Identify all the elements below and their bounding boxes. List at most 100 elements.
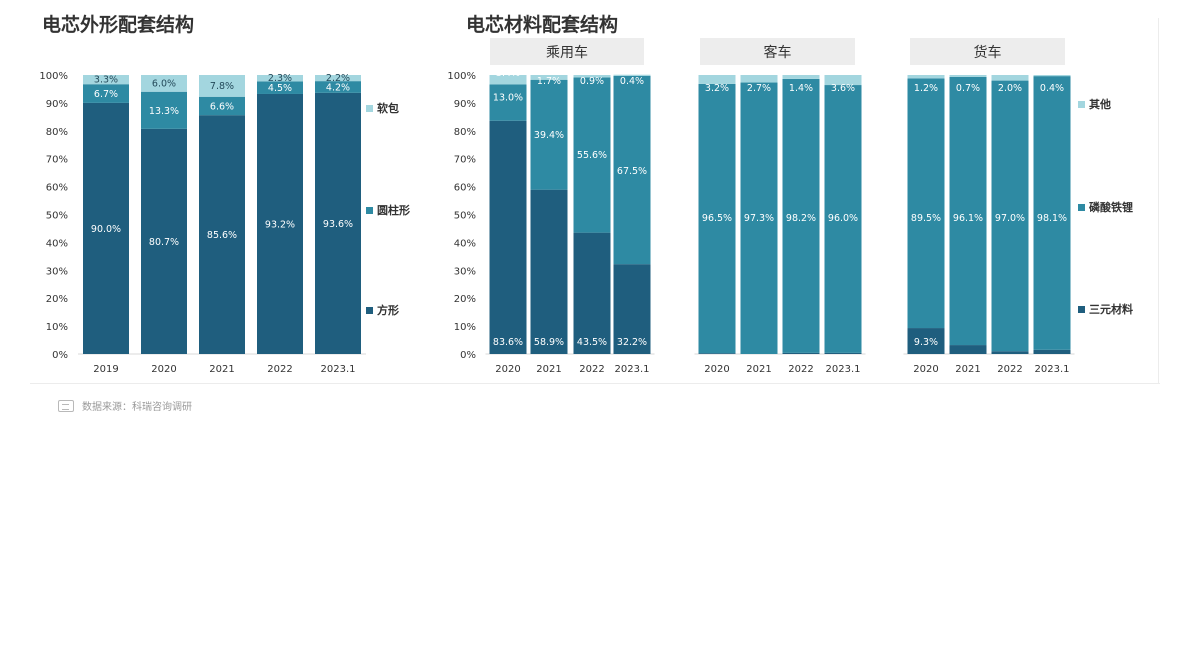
chart-canvas: 0% 10% 20% 30% 40% 50% 60% 70% 80% 90% 100% 90.0% 6.… (39, 38, 1133, 375)
left-bar-segment-软包 (199, 75, 245, 97)
group-header-box (490, 38, 644, 65)
right-bar-segment-三元材料 (824, 352, 862, 354)
left-y-tick-label: 0% (52, 350, 68, 361)
group-header-label: 客车 (764, 44, 792, 61)
right-y-tick-label: 80% (454, 127, 476, 138)
right-x-tick-label: 2023.1 (826, 364, 861, 375)
left-y-tick-label: 50% (46, 211, 68, 222)
right-y-tick-label: 60% (454, 183, 476, 194)
right-data-label: 96.5% (702, 213, 732, 224)
right-bar-segment-三元材料 (698, 353, 736, 354)
right-bar-segment-其他 (530, 75, 568, 80)
left-data-label: 4.5% (268, 83, 292, 94)
right-bar-segment-磷酸铁锂 (824, 85, 862, 353)
right-bar-segment-磷酸铁锂 (949, 76, 987, 346)
right-data-label: 43.5% (577, 337, 607, 348)
right-bar-segment-磷酸铁锂 (907, 78, 945, 329)
right-bar-segment-其他 (573, 75, 611, 78)
right-y-tick-label: 100% (447, 71, 476, 82)
right-bar-segment-其他 (907, 75, 945, 79)
left-bar-segment-方形 (83, 102, 129, 355)
right-bar-segment-其他 (1033, 75, 1071, 77)
right-data-label: 39.4% (534, 130, 564, 141)
left-y-tick-label: 40% (46, 238, 68, 249)
right-x-tick-label: 2022 (788, 364, 813, 375)
right-data-label: 3.2% (705, 83, 729, 94)
right-bar-segment-三元材料 (907, 328, 945, 354)
right-bar-segment-三元材料 (489, 120, 527, 354)
right-data-label: 58.9% (534, 337, 564, 348)
right-bar-segment-三元材料 (782, 352, 820, 354)
right-y-tick-label: 30% (454, 266, 476, 277)
left-data-label: 4.2% (326, 82, 350, 93)
right-legend-label: 磷酸铁锂 (1089, 200, 1133, 214)
right-bar-segment-其他 (489, 75, 527, 85)
right-data-label: 97.3% (744, 213, 774, 224)
right-data-label: 98.1% (1037, 213, 1067, 224)
right-x-tick-label: 2021 (746, 364, 771, 375)
left-x-tick-label: 2019 (93, 364, 118, 375)
left-legend-swatch (366, 207, 373, 214)
right-bar-segment-磷酸铁锂 (613, 75, 651, 265)
left-data-label: 6.7% (94, 89, 118, 100)
left-data-label: 90.0% (91, 224, 121, 235)
left-bar-segment-软包 (141, 75, 187, 92)
right-data-label: 2.0% (998, 83, 1022, 94)
right-bar-segment-其他 (613, 74, 651, 76)
left-x-tick-label: 2020 (151, 364, 176, 375)
source-note: 数据来源：科瑞咨询调研 (58, 398, 192, 413)
right-x-tick-label: 2022 (579, 364, 604, 375)
panel-frame-right (1158, 18, 1159, 384)
right-data-label: 3.4% (496, 68, 520, 79)
chart-source-icon (58, 399, 74, 412)
left-y-tick-label: 30% (46, 266, 68, 277)
right-bar-segment-其他 (824, 75, 862, 86)
right-x-tick-label: 2021 (536, 364, 561, 375)
group-header-box (700, 38, 855, 65)
left-data-label: 3.3% (94, 75, 118, 86)
group-header-box (910, 38, 1065, 65)
right-legend-label: 其他 (1089, 97, 1111, 111)
right-bar-segment-其他 (782, 75, 820, 79)
right-bar-segment-三元材料 (613, 264, 651, 354)
right-data-label: 0.9% (580, 76, 604, 87)
right-bar-segment-磷酸铁锂 (489, 84, 527, 121)
left-bar-segment-软包 (257, 75, 303, 82)
right-bar-segment-其他 (698, 75, 736, 84)
left-data-label: 2.2% (326, 73, 350, 84)
left-data-label: 2.3% (268, 73, 292, 84)
right-x-tick-label: 2020 (913, 364, 938, 375)
left-bar-segment-方形 (257, 93, 303, 355)
right-data-label: 96.1% (953, 213, 983, 224)
right-y-tick-label: 70% (454, 155, 476, 166)
left-bar-segment-方形 (141, 128, 187, 354)
right-y-tick-label: 10% (454, 322, 476, 333)
right-bar-segment-磷酸铁锂 (1033, 76, 1071, 350)
right-legend-swatch (1078, 306, 1085, 313)
left-bar-segment-圆柱形 (83, 84, 129, 103)
left-chart-title: 电芯外形配套结构 (42, 14, 195, 36)
right-bar-segment-磷酸铁锂 (530, 79, 568, 190)
left-bar-segment-圆柱形 (315, 81, 361, 93)
left-data-label: 80.7% (149, 237, 179, 248)
left-data-label: 7.8% (210, 81, 234, 92)
right-data-label: 97.0% (995, 213, 1025, 224)
left-legend-swatch (366, 307, 373, 314)
right-data-label: 1.7% (537, 76, 561, 87)
left-legend-label: 圆柱形 (377, 203, 410, 217)
right-bar-segment-其他 (949, 75, 987, 77)
left-data-label: 93.2% (265, 219, 295, 230)
right-data-label: 1.2% (914, 83, 938, 94)
left-data-label: 85.6% (207, 230, 237, 241)
source-text: 数据来源：科瑞咨询调研 (82, 402, 192, 413)
left-y-tick-label: 60% (46, 183, 68, 194)
right-x-tick-label: 2020 (704, 364, 729, 375)
right-data-label: 89.5% (911, 213, 941, 224)
left-y-tick-label: 90% (46, 99, 68, 110)
right-bar-segment-磷酸铁锂 (573, 77, 611, 233)
right-bar-segment-三元材料 (991, 351, 1029, 354)
right-bar-segment-三元材料 (949, 345, 987, 354)
right-bar-segment-磷酸铁锂 (991, 80, 1029, 352)
right-bar-segment-磷酸铁锂 (740, 82, 778, 355)
left-y-tick-label: 70% (46, 155, 68, 166)
